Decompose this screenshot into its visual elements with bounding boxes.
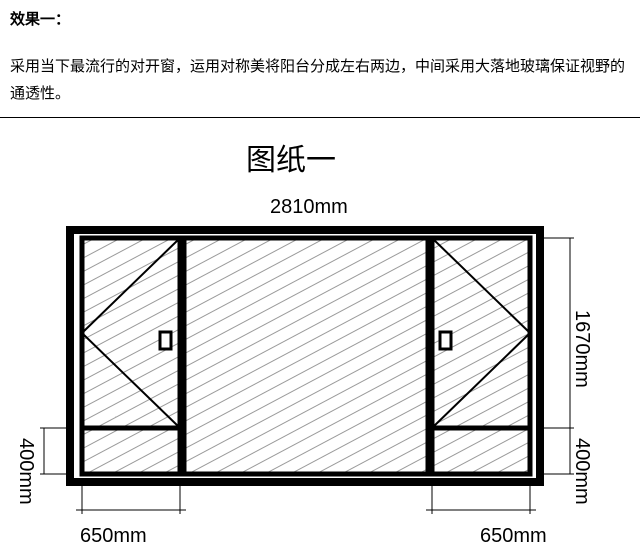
diagram-title: 图纸一 [246,135,336,179]
divider-line [0,117,640,118]
dimension-top-width: 2810mm [270,196,348,219]
dimension-left-lower: 400mm [14,438,37,505]
window-diagram [40,226,600,536]
section-heading: 效果一： [10,8,70,29]
section-description: 采用当下最流行的对开窗，运用对称美将阳台分成左右两边，中间采用大落地玻璃保证视野… [10,54,630,108]
